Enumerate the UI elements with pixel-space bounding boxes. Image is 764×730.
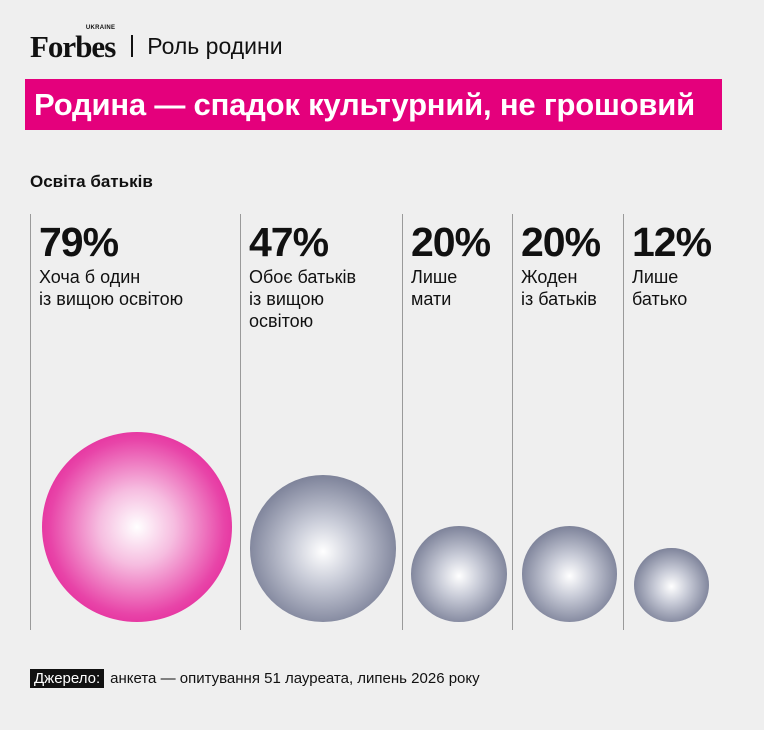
category-label: Жоден із батьків — [521, 266, 597, 310]
category-label-line: із вищою — [249, 289, 324, 309]
bubble — [634, 547, 709, 622]
value-label: 12% — [632, 219, 712, 265]
forbes-logo: Forbes UKRAINE — [30, 24, 116, 64]
bubble — [411, 526, 507, 622]
category-label: Лише мати — [411, 266, 457, 310]
section-name: Роль родини — [147, 32, 283, 59]
chart-subtitle: Освіта батьків — [30, 172, 153, 191]
category-column: 47% Обоє батьків із вищою освітою — [240, 214, 403, 630]
category-column: 12% Лише батько — [623, 214, 717, 630]
value-label: 79% — [39, 219, 119, 265]
category-column: 20% Лише мати — [402, 214, 513, 630]
category-column: 20% Жоден із батьків — [512, 214, 624, 630]
category-label: Лише батько — [632, 266, 687, 310]
bubble — [521, 526, 618, 622]
title-bar: Родина — спадок культурний, не грошовий — [25, 79, 722, 130]
category-label-line: батько — [632, 289, 688, 309]
value-label: 20% — [411, 219, 491, 265]
category-label-line: Обоє батьків — [249, 267, 357, 287]
category-label-line: Лише — [632, 267, 679, 287]
chart-title: Родина — спадок культурний, не грошовий — [34, 86, 695, 122]
header: Forbes UKRAINE Роль родини — [30, 24, 283, 66]
category-label-line: із батьків — [521, 289, 597, 309]
header-divider — [131, 35, 134, 57]
category-label-line: освітою — [249, 311, 314, 331]
category-column: 79% Хоча б один із вищою освітою — [30, 214, 241, 630]
category-label-line: Хоча б один — [39, 267, 141, 287]
source-note: Джерело: анкета — опитування 51 лауреата… — [30, 669, 480, 688]
bubble — [249, 475, 397, 622]
source-label: Джерело: — [30, 669, 105, 688]
category-label-line: мати — [411, 289, 452, 309]
bubble-highlight — [42, 432, 232, 622]
logo-sub-text: UKRAINE — [85, 24, 116, 31]
value-label: 47% — [249, 219, 329, 265]
category-label: Обоє батьків із вищою освітою — [249, 266, 356, 332]
category-label-line: із вищою освітою — [39, 289, 184, 309]
source-text: анкета — опитування 51 лауреата, липень … — [110, 670, 480, 687]
category-label: Хоча б один із вищою освітою — [39, 266, 183, 310]
category-label-line: Жоден — [521, 267, 578, 287]
value-label: 20% — [521, 219, 601, 265]
category-label-line: Лише — [411, 267, 458, 287]
